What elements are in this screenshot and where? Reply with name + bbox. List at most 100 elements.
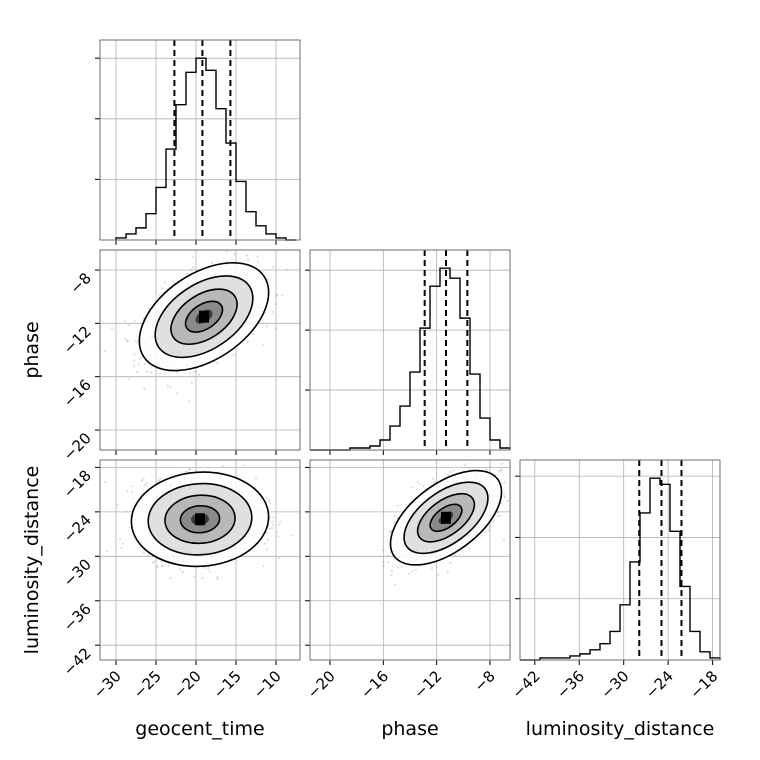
scatter-point	[502, 493, 506, 496]
scatter-point	[256, 261, 259, 264]
scatter-point	[246, 341, 250, 344]
scatter-point	[397, 504, 400, 507]
y-tick-label-phase: −16	[60, 376, 95, 411]
scatter-point	[133, 320, 136, 323]
scatter-point	[161, 564, 164, 567]
x-tick-label-geocent-time: −20	[170, 667, 205, 702]
contour-line	[130, 471, 270, 568]
panel-hist-geocent-time	[95, 39, 301, 245]
scatter-point	[266, 538, 270, 542]
y-tick-label-luminosity-distance: −36	[60, 600, 95, 635]
scatter-point	[172, 279, 175, 282]
scatter-point	[157, 479, 161, 482]
scatter-point	[178, 568, 182, 571]
scatter-point	[485, 468, 488, 471]
scatter-point	[430, 567, 433, 570]
scatter-point	[246, 254, 249, 257]
scatter-point	[126, 339, 129, 342]
scatter-point	[130, 485, 133, 488]
scatter-point	[432, 477, 435, 480]
contour-line	[184, 300, 224, 333]
scatter-point	[156, 565, 159, 568]
scatter-point	[468, 467, 471, 470]
scatter-point	[175, 371, 178, 374]
x-tick-label-geocent-time: −10	[250, 667, 285, 702]
scatter-point	[122, 542, 125, 545]
scatter-point	[437, 573, 440, 576]
scatter-point	[502, 538, 506, 541]
scatter-point	[267, 499, 270, 502]
panel-luminosity-distance-vs-geocent-time: −30 −25 −20 −15 −10−42−36−30−24−18	[60, 455, 301, 702]
scatter-point	[187, 455, 189, 457]
scatter-point	[446, 570, 449, 573]
scatter-point	[187, 400, 190, 403]
scatter-point	[175, 392, 178, 395]
scatter-point	[153, 560, 156, 563]
scatter-point	[125, 510, 128, 513]
x-axis-label-geocent-time: geocent_time	[135, 718, 264, 740]
scatter-point	[433, 481, 436, 484]
scatter-point	[271, 527, 274, 530]
scatter-point	[517, 511, 519, 513]
scatter-point	[278, 520, 282, 523]
scatter-point	[133, 359, 136, 362]
scatter-point	[132, 365, 135, 368]
scatter-point	[123, 320, 126, 323]
contour-line	[389, 469, 503, 566]
scatter-point	[104, 480, 107, 484]
scatter-point	[147, 554, 150, 557]
y-axis-label-phase: phase	[21, 321, 43, 378]
scatter-point	[138, 357, 141, 360]
scatter-point	[265, 548, 269, 551]
scatter-point	[193, 575, 196, 578]
panel-frame	[309, 459, 511, 661]
scatter-point	[274, 327, 277, 330]
x-axis-label-phase: phase	[381, 718, 438, 740]
scatter-point	[461, 549, 464, 552]
scatter-point	[497, 510, 500, 514]
contour-line	[138, 261, 270, 372]
scatter-point	[208, 570, 211, 573]
scatter-point	[390, 574, 393, 577]
x-axis-label-luminosity-distance: luminosity_distance	[526, 718, 715, 740]
panel-body	[381, 460, 519, 586]
scatter-point	[499, 469, 502, 472]
scatter-point	[503, 481, 506, 484]
scatter-point	[210, 261, 214, 265]
scatter-point	[197, 373, 201, 376]
scatter-point	[180, 471, 183, 474]
panel-hist-phase	[305, 249, 511, 455]
scatter-point	[216, 362, 219, 365]
scatter-point	[131, 490, 134, 493]
scatter-point	[143, 362, 146, 366]
y-tick-label-luminosity-distance: −30	[60, 555, 95, 590]
scatter-point	[190, 268, 193, 271]
scatter-point	[275, 294, 278, 297]
x-tick-label-geocent-time: −30	[90, 667, 125, 702]
scatter-point	[167, 564, 170, 567]
scatter-point	[503, 495, 506, 499]
scatter-point	[255, 477, 258, 480]
scatter-point	[268, 527, 271, 530]
contour-line	[170, 288, 238, 345]
scatter-point	[184, 470, 187, 474]
x-tick-label-luminosity-distance: −42	[509, 667, 544, 702]
scatter-point	[126, 339, 129, 342]
hist-step-geocent-time	[115, 57, 296, 241]
x-tick-label-geocent-time: −25	[130, 667, 165, 702]
scatter-point	[268, 501, 272, 504]
scatter-point	[501, 468, 504, 471]
scatter-point	[133, 353, 136, 356]
contour-line	[147, 482, 253, 556]
scatter-point	[272, 523, 275, 526]
scatter-point	[277, 523, 280, 526]
scatter-point	[116, 503, 119, 507]
y-axis-label-luminosity-distance: luminosity_distance	[21, 466, 43, 655]
panel-body	[103, 250, 289, 403]
scatter-point	[382, 560, 385, 564]
scatter-point	[169, 577, 172, 580]
scatter-point	[501, 462, 504, 465]
scatter-point	[111, 327, 114, 330]
x-tick-label-phase: −8	[470, 667, 498, 695]
